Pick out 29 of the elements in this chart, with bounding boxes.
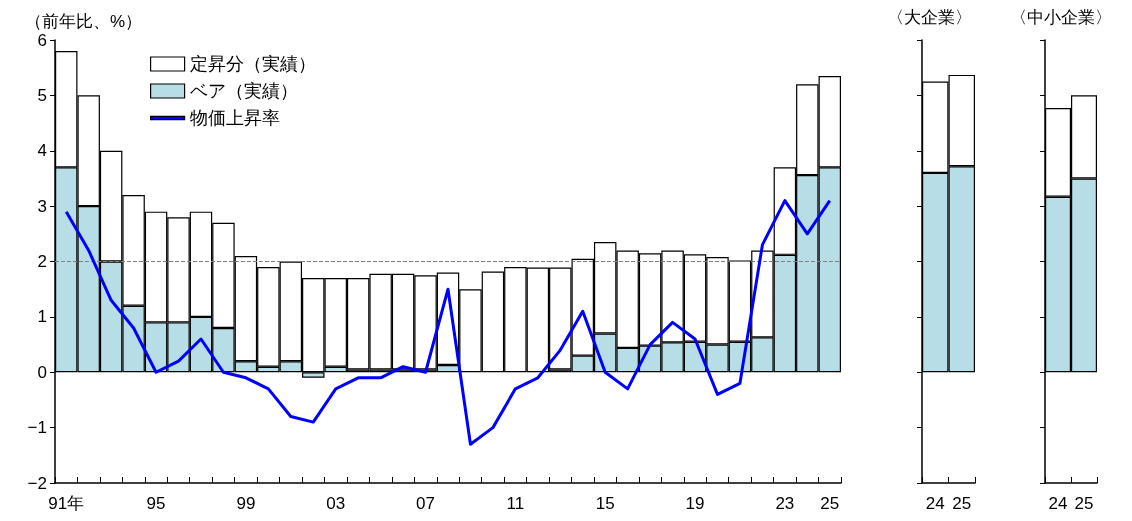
legend-label: 定昇分（実績） — [189, 54, 316, 74]
x-tick-label: 07 — [416, 494, 435, 513]
y-tick-label: −2 — [27, 473, 47, 493]
y-tick-label: −1 — [27, 418, 47, 438]
y-axis-title: （前年比、%） — [25, 12, 143, 31]
x-tick-label: 25 — [820, 494, 840, 513]
x-tick-label: 23 — [775, 494, 795, 513]
legend-label: 物価上昇率 — [189, 108, 280, 128]
y-tick-label: 4 — [37, 141, 47, 161]
x-tick-label: 99 — [236, 494, 256, 513]
chart-title: 〈大企業〉 — [887, 8, 972, 27]
x-tick-label: 25 — [952, 494, 972, 513]
x-tick-label: 25 — [1074, 494, 1094, 513]
y-tick-label: 0 — [37, 362, 47, 382]
y-tick-label: 2 — [37, 252, 47, 271]
x-tick-label: 91年 — [48, 494, 85, 513]
legend-label: ベア（実績） — [189, 81, 298, 101]
x-tick-label: 11 — [506, 494, 525, 513]
y-tick-label: 5 — [37, 85, 47, 105]
y-tick-label: 6 — [37, 30, 47, 50]
x-tick-label: 03 — [326, 494, 346, 513]
x-tick-label: 19 — [685, 494, 705, 513]
x-tick-label: 24 — [925, 494, 945, 513]
y-tick-label: 3 — [37, 196, 47, 216]
x-tick-label: 24 — [1048, 494, 1068, 513]
x-tick-label: 95 — [146, 494, 166, 513]
x-tick-label: 15 — [595, 494, 615, 513]
y-tick-label: 1 — [37, 307, 47, 327]
chart-title: 〈中小企業〉 — [1010, 8, 1112, 27]
